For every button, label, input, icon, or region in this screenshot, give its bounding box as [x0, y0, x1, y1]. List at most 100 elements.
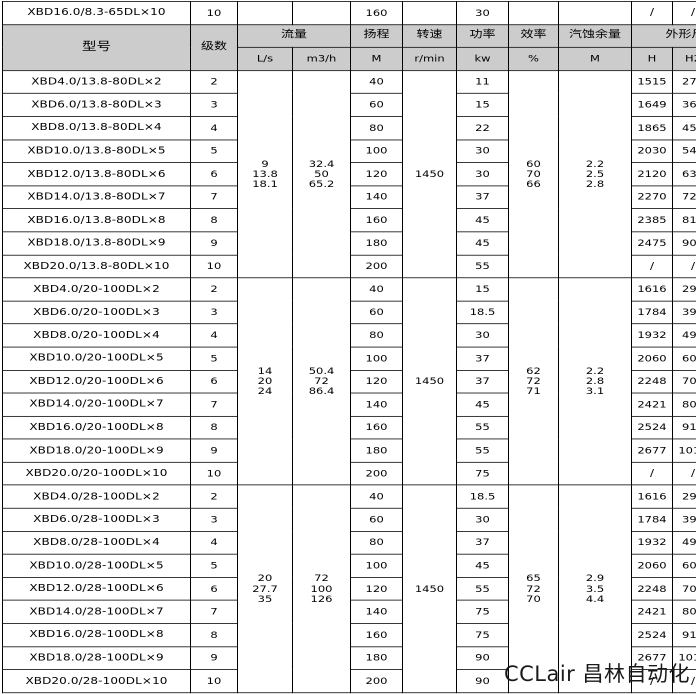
power-cell: 37	[456, 185, 509, 210]
dim-h-cell: 2421	[631, 392, 673, 417]
table-row: XBD6.0/13.8-80DL×3360151649366235522	[2, 93, 696, 117]
model-cell: XBD16.0/8.3-65DL×10	[2, 1, 191, 25]
model-cell: XBD4.0/28-100DL×2	[2, 484, 191, 509]
power-cell: 45	[456, 392, 509, 417]
stages-cell: 2	[190, 484, 238, 509]
dim-h2-cell: 277	[672, 70, 696, 94]
power-cell: 15	[456, 277, 509, 302]
dim-h2-cell: 499	[672, 530, 696, 555]
head-cell: 60	[350, 93, 403, 117]
model-cell: XBD16.0/13.8-80DL×8	[2, 208, 191, 233]
dim-h-cell: 2475	[631, 231, 673, 256]
dim-h-cell: /	[631, 669, 673, 693]
npsh-cell-value: 4.4	[585, 593, 605, 605]
npsh-cell-value: 2.9	[585, 572, 605, 584]
stages-cell: 10	[190, 461, 238, 486]
stages-cell: 5	[190, 139, 238, 164]
stages-cell: 10	[190, 669, 238, 693]
speed-cell: 1450	[402, 70, 457, 279]
flow-m3h-cell-value: 32.4	[308, 157, 335, 169]
npsh-cell-value: 2.2	[585, 365, 605, 377]
dim-h2-cell: 366	[672, 93, 696, 117]
stages-cell: 9	[190, 438, 238, 463]
speed-cell	[402, 1, 457, 25]
flow-m3h-cell	[292, 1, 351, 25]
model-cell: XBD14.0/13.8-80DL×7	[2, 185, 191, 210]
head-cell: 60	[350, 300, 403, 325]
dim-h2-cell: 633	[672, 162, 696, 187]
stages-cell: 10	[190, 1, 238, 25]
dim-h2-cell: 811	[672, 208, 696, 233]
efficiency-cell: 62 72 71	[508, 277, 559, 486]
model-cell: XBD8.0/20-100DL×4	[2, 323, 191, 348]
stages-cell: 6	[190, 369, 238, 394]
dim-h2-cell: 911	[672, 623, 696, 647]
flow-m3h-cell-value: 50	[314, 168, 329, 180]
stages-cell: 5	[190, 346, 238, 371]
dim-h-cell: /	[631, 254, 673, 279]
table-row: XBD8.0/13.8-80DL×4480221865455315608	[2, 116, 696, 141]
power-cell: 30	[456, 162, 509, 187]
power-cell: 45	[456, 553, 509, 578]
dim-h2-cell: 911	[672, 415, 696, 440]
head-cell: 180	[350, 231, 403, 256]
head-cell: 160	[350, 208, 403, 233]
dim-h-cell: 2385	[631, 208, 673, 233]
flow-ls-cell-value: 20	[257, 375, 273, 387]
power-cell: 22	[456, 116, 509, 141]
flow-ls-cell: 9 13.8 18.1	[237, 70, 293, 279]
flow-ls-cell-value: 13.8	[252, 168, 278, 180]
head-cell: 40	[350, 277, 403, 302]
flow-m3h-cell-value: 50.4	[308, 365, 335, 377]
power-cell: 37	[456, 369, 509, 394]
npsh-cell-value: 2.5	[585, 168, 605, 180]
head-cell: 80	[350, 323, 403, 348]
dim-h-cell: 1616	[631, 277, 673, 302]
power-cell: 75	[456, 461, 509, 486]
table-row: XBD14.0/13.8-80DL×77140372270722555822	[2, 185, 696, 210]
dim-h-cell: 1784	[631, 300, 673, 325]
stages-cell: 7	[190, 392, 238, 417]
header-npsh-group: 汽蚀余量	[558, 24, 632, 48]
npsh-cell-value: 2.8	[585, 375, 605, 387]
flow-ls-cell-value: 35	[257, 593, 273, 605]
dim-h2-cell: 705	[672, 577, 696, 601]
dim-h-cell: 1932	[631, 530, 673, 555]
head-cell: 100	[350, 139, 403, 164]
npsh-cell-value: 2.8	[585, 178, 605, 190]
power-cell: 30	[456, 507, 509, 532]
flow-ls-cell-value: 9	[261, 157, 269, 169]
table-header-row-primary: 型号级数流量扬程转速功率效率汽蚀余量外形尺寸重量	[2, 24, 696, 71]
speed-cell: 1450	[402, 277, 457, 486]
head-cell: 40	[350, 484, 403, 509]
npsh-cell: 2.9 3.5 4.4	[558, 484, 632, 694]
dim-h2-cell: 499	[672, 323, 696, 348]
head-cell: 200	[350, 254, 403, 279]
efficiency-cell-value: 70	[526, 168, 541, 180]
efficiency-cell-value: 71	[526, 385, 541, 397]
dim-h-cell: 1649	[631, 93, 673, 117]
dim-h2-cell: 1014	[672, 646, 696, 670]
power-cell: 90	[456, 669, 509, 693]
power-cell: 75	[456, 600, 509, 624]
power-cell: 30	[456, 1, 509, 25]
flow-m3h-cell-value: 72	[314, 375, 329, 387]
dim-h-cell: 2524	[631, 623, 673, 647]
table-row: XBD14.0/28-100DL×771407524218086321159	[2, 600, 696, 624]
efficiency-cell-value: 65	[526, 572, 541, 584]
model-cell: XBD16.0/28-100DL×8	[2, 623, 191, 647]
dim-h2-cell: 602	[672, 553, 696, 578]
stages-cell: 9	[190, 231, 238, 256]
dim-h2-cell: 1014	[672, 438, 696, 463]
flow-ls-cell-value: 27.7	[252, 583, 278, 594]
power-cell: 45	[456, 208, 509, 233]
dim-h2-cell: 705	[672, 369, 696, 394]
stages-cell: 8	[190, 208, 238, 233]
header-unit-dim-h2: H2	[672, 47, 696, 71]
dim-h-cell: 2030	[631, 139, 673, 164]
stages-cell: 2	[190, 70, 238, 94]
table-row: XBD4.0/13.8-80DL×2 2 9 13.8 18.1 32.4 50 65.2 40…	[2, 70, 696, 279]
model-cell: XBD8.0/13.8-80DL×4	[2, 116, 191, 141]
